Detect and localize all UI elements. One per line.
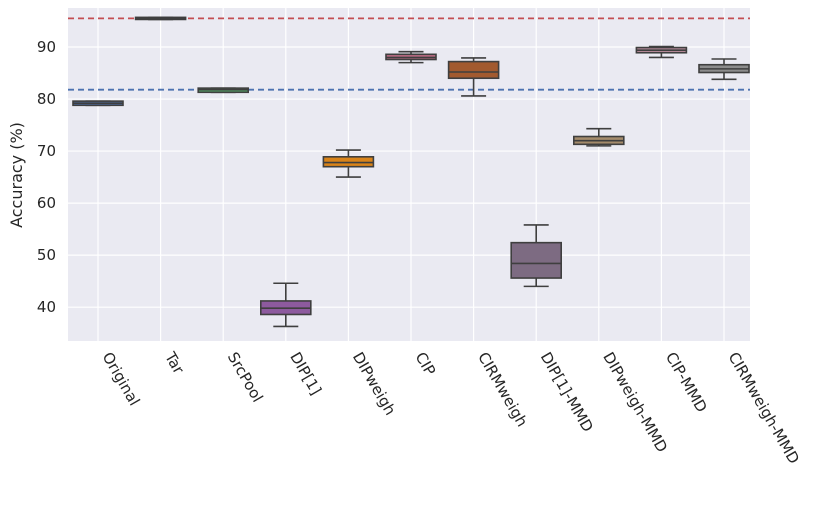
x-tick-label: DIPweigh: [349, 349, 399, 418]
box-dip-1-mmd: [510, 224, 563, 288]
boxes: [72, 16, 750, 328]
y-tick-label: 70: [37, 142, 56, 160]
box-original: [72, 100, 124, 107]
box-dipweigh-mmd: [572, 127, 625, 147]
x-tick-label: DIP[1]-MMD: [537, 349, 597, 435]
x-tick-label: DIP[1]: [286, 349, 325, 398]
box-srcpool: [197, 87, 249, 94]
box-cirmweigh: [447, 57, 500, 97]
iqr-box: [510, 241, 563, 279]
iqr-box: [447, 60, 500, 80]
x-tick-label: DIPweigh-MMD: [599, 349, 671, 455]
y-tick-label: 90: [37, 38, 56, 56]
y-tick-label: 80: [37, 90, 56, 108]
x-tick-label: CIRMweigh-MMD: [725, 349, 803, 467]
plot-background: [68, 8, 750, 341]
x-tick-label: SrcPool: [224, 349, 267, 405]
x-tick-label: CIP: [412, 349, 440, 379]
x-tick-labels: Original Tar SrcPool DIP[1] DIPweigh CIP CIRMw…: [99, 348, 803, 467]
y-tick-label: 50: [37, 246, 56, 264]
x-tick-label: Tar: [161, 348, 189, 378]
x-tick-label: CIP-MMD: [662, 349, 711, 416]
box-cirmweigh-mmd: [698, 58, 750, 81]
box-tar: [134, 16, 187, 21]
y-tick-label: 40: [37, 298, 56, 316]
box-cip: [385, 50, 437, 64]
box-cip-mmd: [635, 45, 688, 59]
box-dipweigh: [322, 149, 375, 178]
x-tick-label: Original: [99, 349, 144, 409]
box-dip-1-: [259, 282, 312, 328]
x-tick-label: CIRMweigh: [474, 349, 531, 430]
y-tick-label: 60: [37, 194, 56, 212]
y-axis-label: Accuracy (%): [7, 122, 26, 228]
y-tick-labels: 40 50 60 70 80 90: [37, 38, 56, 316]
